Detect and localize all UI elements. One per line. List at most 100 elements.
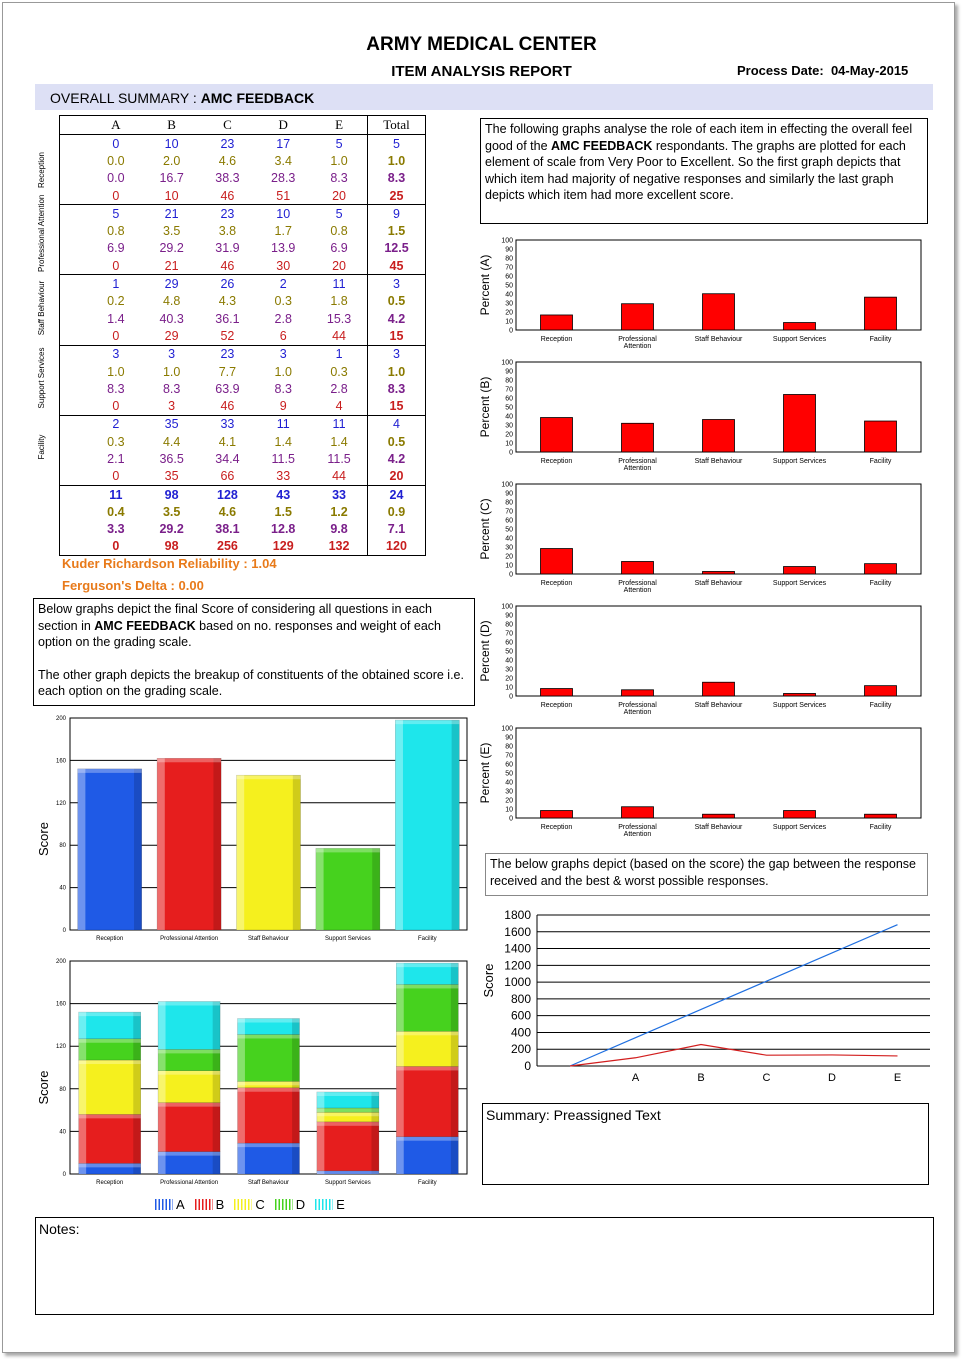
matrix-cell: 11 [332, 277, 346, 292]
matrix-cell: 52 [220, 328, 235, 343]
matrix-cell: 7.1 [366, 520, 426, 538]
bar-face [157, 1070, 221, 1103]
percent-chart-1: 0 10 20 30 40 50 60 70 80 90 100 Percent (B) Recepti… [478, 360, 922, 472]
stack-segment [78, 1059, 141, 1115]
y-tick-label: 70 [505, 509, 513, 516]
matrix-header-cell: C [223, 117, 232, 132]
bar-top [78, 1038, 141, 1043]
y-axis-label: Percent (A) [478, 255, 492, 316]
bar [540, 417, 573, 453]
y-axis-label: Score [36, 822, 51, 856]
y-tick-label: 10 [505, 319, 513, 326]
matrix-cell: 51 [276, 188, 291, 203]
matrix-cell: 38.1 [215, 522, 240, 537]
x-tick-label: Attention [624, 465, 652, 472]
stack-segment [316, 1121, 380, 1172]
matrix-cell: 10 [164, 136, 179, 151]
matrix-cell: 0.2 [107, 294, 125, 309]
x-tick-label: Staff Behaviour [248, 936, 289, 942]
matrix-cell: 0 [112, 469, 120, 484]
matrix-cell: 21 [164, 206, 179, 221]
y-axis-label: Percent (D) [478, 620, 492, 681]
matrix-cell: 2.8 [330, 381, 348, 396]
bar-highlight [396, 1031, 404, 1067]
y-tick-label: 800 [511, 992, 531, 1006]
bar-highlight [237, 1143, 245, 1174]
matrix-cell: 66 [220, 469, 235, 484]
x-tick-label: Support Services [773, 580, 827, 587]
bar-face [395, 984, 459, 1032]
bar [864, 420, 897, 453]
x-tick-label: Facility [870, 458, 892, 465]
matrix-cell: 0.0 [107, 153, 125, 168]
bar-shade [292, 1018, 300, 1035]
y-tick-label: 0 [524, 1059, 531, 1073]
y-tick-label: 60 [505, 762, 513, 769]
x-tick-label: Professional [618, 824, 657, 831]
bar-face [237, 1018, 300, 1035]
stack-segment [78, 1163, 141, 1175]
stack-segment [395, 1136, 459, 1175]
bar-face [78, 1059, 141, 1115]
bar-shade [212, 1102, 221, 1152]
y-tick-label: 50 [505, 649, 513, 656]
bar-face [156, 757, 222, 931]
y-tick-label: 10 [505, 685, 513, 692]
bar-face [157, 1001, 221, 1050]
matrix-cell: 9 [279, 399, 287, 414]
matrix-cell: 0.4 [107, 504, 125, 519]
bar-highlight [158, 1102, 166, 1152]
matrix-cell: 17 [276, 136, 291, 151]
bar-highlight [237, 1018, 245, 1035]
x-tick-label: C [763, 1072, 771, 1084]
notes-label: Notes: [39, 1221, 80, 1237]
stack-segment [237, 1081, 300, 1089]
process-date-label: Process Date: [737, 63, 824, 78]
score-bar [394, 719, 460, 931]
matrix-header-cell: D [278, 117, 288, 132]
bar-shade [450, 1066, 459, 1137]
matrix-table: A B C D E Total 0 10 23 17 5 5 0.0 2.0 4.6 3.4 1.0 1.0 0.0… [59, 115, 426, 557]
y-tick-label: 80 [505, 744, 513, 751]
bar-shade [133, 1060, 141, 1115]
bar-highlight [77, 768, 86, 930]
bar-top [236, 775, 301, 780]
y-tick-label: 60 [505, 518, 513, 525]
matrix-cell: 20 [332, 188, 346, 203]
matrix-cell: 28.3 [271, 171, 296, 186]
x-tick-label: E [894, 1072, 901, 1084]
x-tick-label: Facility [870, 580, 892, 587]
score-text-3: The other graph depicts the breakup of c… [38, 667, 464, 699]
matrix-cell: 3.4 [274, 153, 292, 168]
matrix-cell: 0 [112, 258, 120, 273]
bar-top [158, 1151, 221, 1156]
y-tick-label: 60 [505, 396, 513, 403]
matrix-cell: 3 [168, 399, 176, 414]
x-tick-label: Staff Behaviour [695, 824, 743, 831]
bar-face [78, 1114, 141, 1164]
matrix-cell: 8.3 [330, 171, 348, 186]
y-tick-label: 20 [505, 798, 513, 805]
legend-item: C [234, 1197, 265, 1212]
y-tick-label: 60 [505, 274, 513, 281]
bar-top [237, 1087, 300, 1092]
y-tick-label: 100 [501, 238, 513, 245]
bar [864, 813, 897, 819]
matrix-cell: 2.0 [162, 153, 181, 168]
notes-box: Notes: [35, 1217, 934, 1315]
bar-top [158, 1001, 221, 1006]
bar [783, 322, 816, 331]
matrix-cell: 8.3 [107, 381, 125, 396]
percent-chart-2: 0 10 20 30 40 50 60 70 80 90 100 Percent (C) Recepti… [478, 482, 922, 594]
y-tick-label: 80 [59, 1087, 66, 1093]
matrix-cell: 29.2 [159, 241, 184, 256]
score-bar [236, 774, 301, 931]
matrix-header-cell: E [335, 117, 344, 132]
y-tick-label: 160 [56, 1002, 67, 1008]
bar [540, 314, 573, 331]
bar-highlight [316, 1112, 325, 1122]
matrix-cell: 4.3 [218, 294, 237, 309]
y-tick-label: 30 [505, 667, 513, 674]
bar-face [395, 1136, 459, 1175]
matrix-cell: 33 [220, 417, 235, 432]
